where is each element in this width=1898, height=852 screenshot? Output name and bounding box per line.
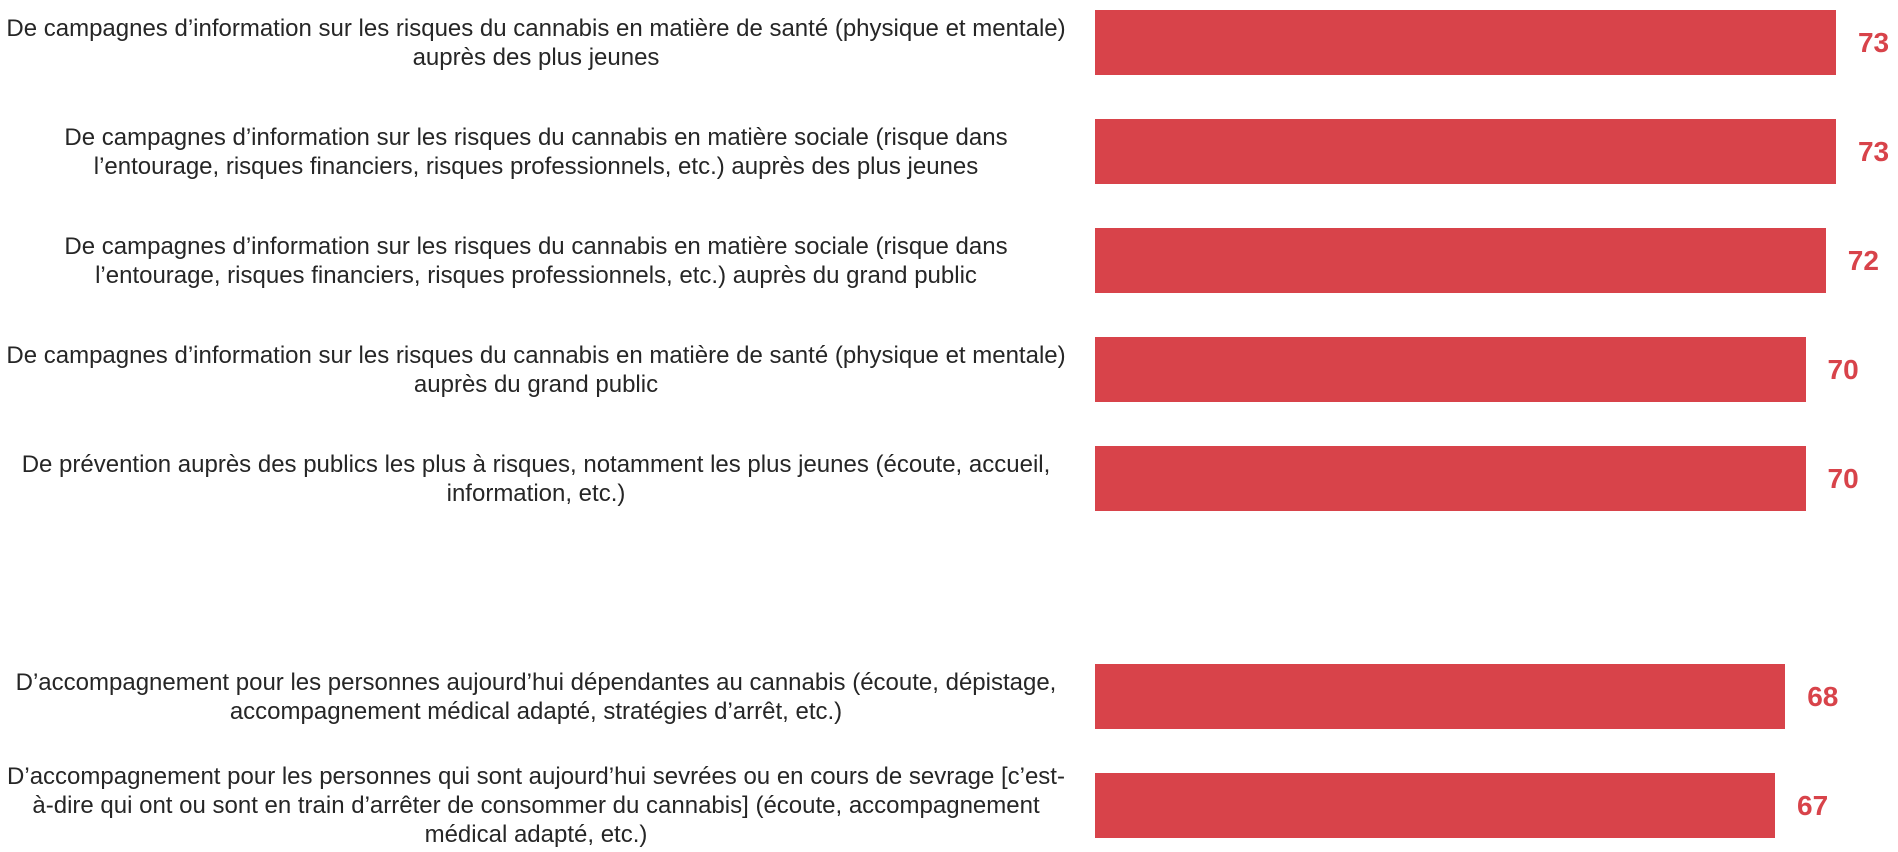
bar [1095,773,1776,838]
category-text: De campagnes d’information sur les risqu… [64,232,1008,289]
category-text: D’accompagnement pour les personnes aujo… [15,668,1057,725]
category-label: D’accompagnement pour les personnes aujo… [5,644,1067,749]
category-label: De campagnes d’information sur les risqu… [5,208,1067,313]
value-label: 68 [1807,680,1839,712]
value-label: 72 [1847,244,1879,276]
value-label: 67 [1797,789,1829,821]
category-text: De campagnes d’information sur les risqu… [6,341,1066,398]
category-label: De prévention auprès des publics les plu… [5,426,1067,531]
value-label: 73 [1857,26,1890,58]
bar [1095,10,1836,75]
bar [1095,337,1806,402]
bar [1095,228,1826,293]
category-text: De campagnes d’information sur les risqu… [64,123,1008,180]
bar [1095,664,1786,729]
value-label: 70 [1827,462,1859,494]
value-label: 70 [1827,353,1859,385]
category-text: De prévention auprès des publics les plu… [21,450,1051,507]
category-label: De campagnes d’information sur les risqu… [5,0,1067,95]
bar [1095,446,1806,511]
bar [1095,119,1836,184]
category-text: D’accompagnement pour les personnes qui … [7,763,1065,848]
category-label: De campagnes d’information sur les risqu… [5,99,1067,204]
category-label: D’accompagnement pour les personnes qui … [5,753,1067,852]
category-text: De campagnes d’information sur les risqu… [6,14,1066,71]
category-label: De campagnes d’information sur les risqu… [5,317,1067,422]
value-label: 73 [1857,135,1890,167]
